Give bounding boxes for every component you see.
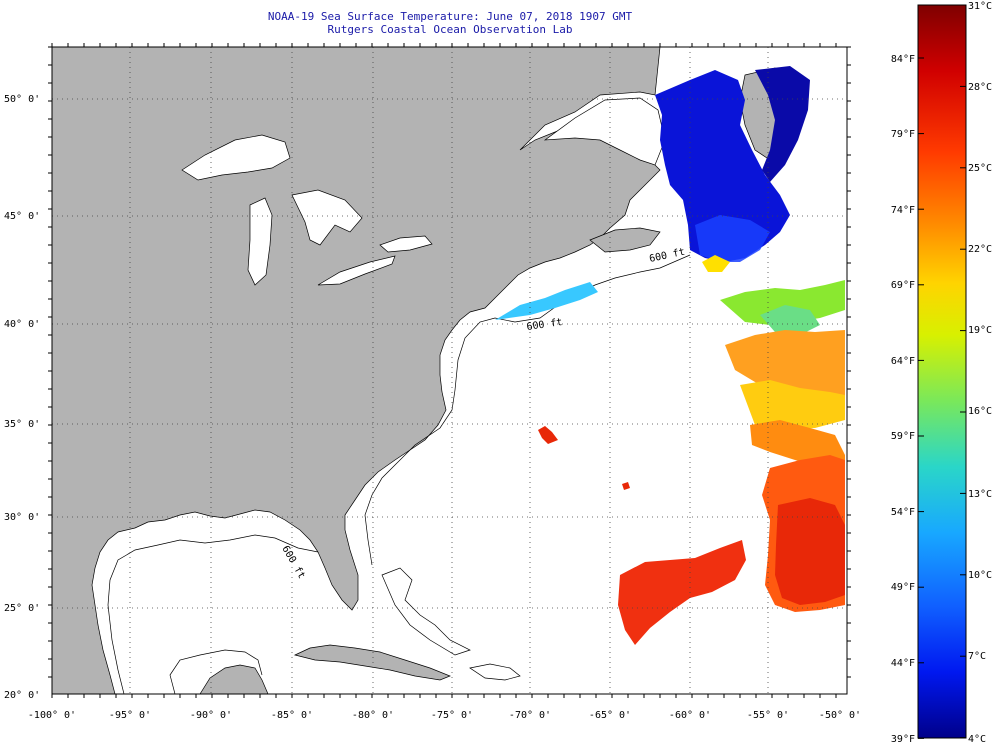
lake-superior bbox=[181, 134, 291, 181]
colorbar-celsius-labels: 31°C 28°C 25°C 22°C 19°C 16°C 13°C 10°C … bbox=[968, 1, 992, 745]
cb-fahrenheit-label: 54°F bbox=[891, 507, 915, 518]
sst-cool-patch bbox=[695, 215, 770, 262]
cb-celsius-label: 4°C bbox=[968, 734, 986, 745]
lon-label: -95° 0' bbox=[109, 710, 151, 721]
lat-label: 25° 0' bbox=[4, 603, 40, 614]
lake-ontario bbox=[379, 235, 433, 253]
cb-celsius-label: 10°C bbox=[968, 570, 992, 581]
lat-label: 50° 0' bbox=[4, 94, 40, 105]
sst-orange-patch-1 bbox=[725, 330, 845, 400]
lake-huron bbox=[291, 189, 363, 246]
lon-label: -75° 0' bbox=[431, 710, 473, 721]
cb-celsius-label: 16°C bbox=[968, 406, 992, 417]
sst-yellow-patch bbox=[702, 255, 730, 272]
north-america-land bbox=[52, 47, 661, 694]
cb-fahrenheit-label: 44°F bbox=[891, 658, 915, 669]
sst-cold-patch-newfoundland bbox=[755, 66, 810, 182]
colorbar-ticks bbox=[918, 4, 966, 739]
colorbar-fahrenheit-labels: 84°F 79°F 74°F 69°F 64°F 59°F 54°F 49°F … bbox=[891, 54, 915, 745]
cb-fahrenheit-label: 79°F bbox=[891, 129, 915, 140]
sst-red-patch-1 bbox=[775, 498, 845, 605]
cb-fahrenheit-label: 39°F bbox=[891, 734, 915, 745]
lat-label: 20° 0' bbox=[4, 690, 40, 701]
cb-fahrenheit-label: 84°F bbox=[891, 54, 915, 65]
latitude-labels: 20° 0' 25° 0' 30° 0' 35° 0' 40° 0' 45° 0… bbox=[4, 94, 40, 701]
lon-label: -85° 0' bbox=[271, 710, 313, 721]
colorbar bbox=[917, 4, 967, 739]
cb-fahrenheit-label: 74°F bbox=[891, 205, 915, 216]
bahamas-outline bbox=[381, 567, 471, 656]
lon-label: -80° 0' bbox=[352, 710, 394, 721]
sst-cyan-patch bbox=[495, 282, 598, 320]
cb-celsius-label: 13°C bbox=[968, 489, 992, 500]
lat-label: 30° 0' bbox=[4, 512, 40, 523]
lon-label: -50° 0' bbox=[819, 710, 861, 721]
cb-fahrenheit-label: 49°F bbox=[891, 582, 915, 593]
cuba-land bbox=[293, 644, 451, 681]
nova-scotia-land bbox=[589, 227, 661, 253]
longitude-labels: -100° 0' -95° 0' -90° 0' -85° 0' -80° 0'… bbox=[28, 710, 861, 721]
yucatan-land bbox=[199, 664, 269, 694]
lon-label: -100° 0' bbox=[28, 710, 76, 721]
cb-celsius-label: 25°C bbox=[968, 163, 992, 174]
lon-label: -65° 0' bbox=[589, 710, 631, 721]
sst-red-small bbox=[538, 426, 558, 444]
hispaniola-land bbox=[469, 663, 521, 681]
lon-label: -60° 0' bbox=[669, 710, 711, 721]
cb-fahrenheit-label: 64°F bbox=[891, 356, 915, 367]
cb-celsius-label: 28°C bbox=[968, 82, 992, 93]
cb-celsius-label: 7°C bbox=[968, 651, 986, 662]
sst-red-patch-2 bbox=[618, 540, 746, 645]
lon-label: -70° 0' bbox=[509, 710, 551, 721]
cb-fahrenheit-label: 69°F bbox=[891, 280, 915, 291]
sst-red-dot bbox=[622, 482, 630, 490]
axis-ticks bbox=[48, 43, 851, 698]
isobath-label: 600 ft bbox=[526, 317, 563, 333]
shelf-contour bbox=[364, 254, 691, 566]
lat-label: 35° 0' bbox=[4, 419, 40, 430]
map-subtitle: Rutgers Coastal Ocean Observation Lab bbox=[327, 23, 573, 36]
cb-celsius-label: 31°C bbox=[968, 1, 992, 12]
sst-lightgreen-patch bbox=[760, 305, 820, 335]
lat-label: 40° 0' bbox=[4, 319, 40, 330]
lake-erie bbox=[317, 255, 396, 286]
lake-michigan bbox=[247, 197, 273, 286]
sst-yellow-orange-patch bbox=[740, 380, 845, 430]
cb-fahrenheit-label: 59°F bbox=[891, 431, 915, 442]
gulf-shelf-contour bbox=[107, 534, 319, 694]
sst-cold-patch bbox=[655, 70, 790, 262]
lon-label: -55° 0' bbox=[747, 710, 789, 721]
gulf-deep-contour bbox=[169, 649, 263, 694]
sst-green-patch bbox=[720, 280, 845, 325]
lat-label: 45° 0' bbox=[4, 211, 40, 222]
gulf-st-lawrence bbox=[543, 97, 666, 166]
cb-celsius-label: 19°C bbox=[968, 325, 992, 336]
map-title: NOAA-19 Sea Surface Temperature: June 07… bbox=[267, 10, 633, 23]
cb-celsius-label: 22°C bbox=[968, 244, 992, 255]
lon-label: -90° 0' bbox=[190, 710, 232, 721]
